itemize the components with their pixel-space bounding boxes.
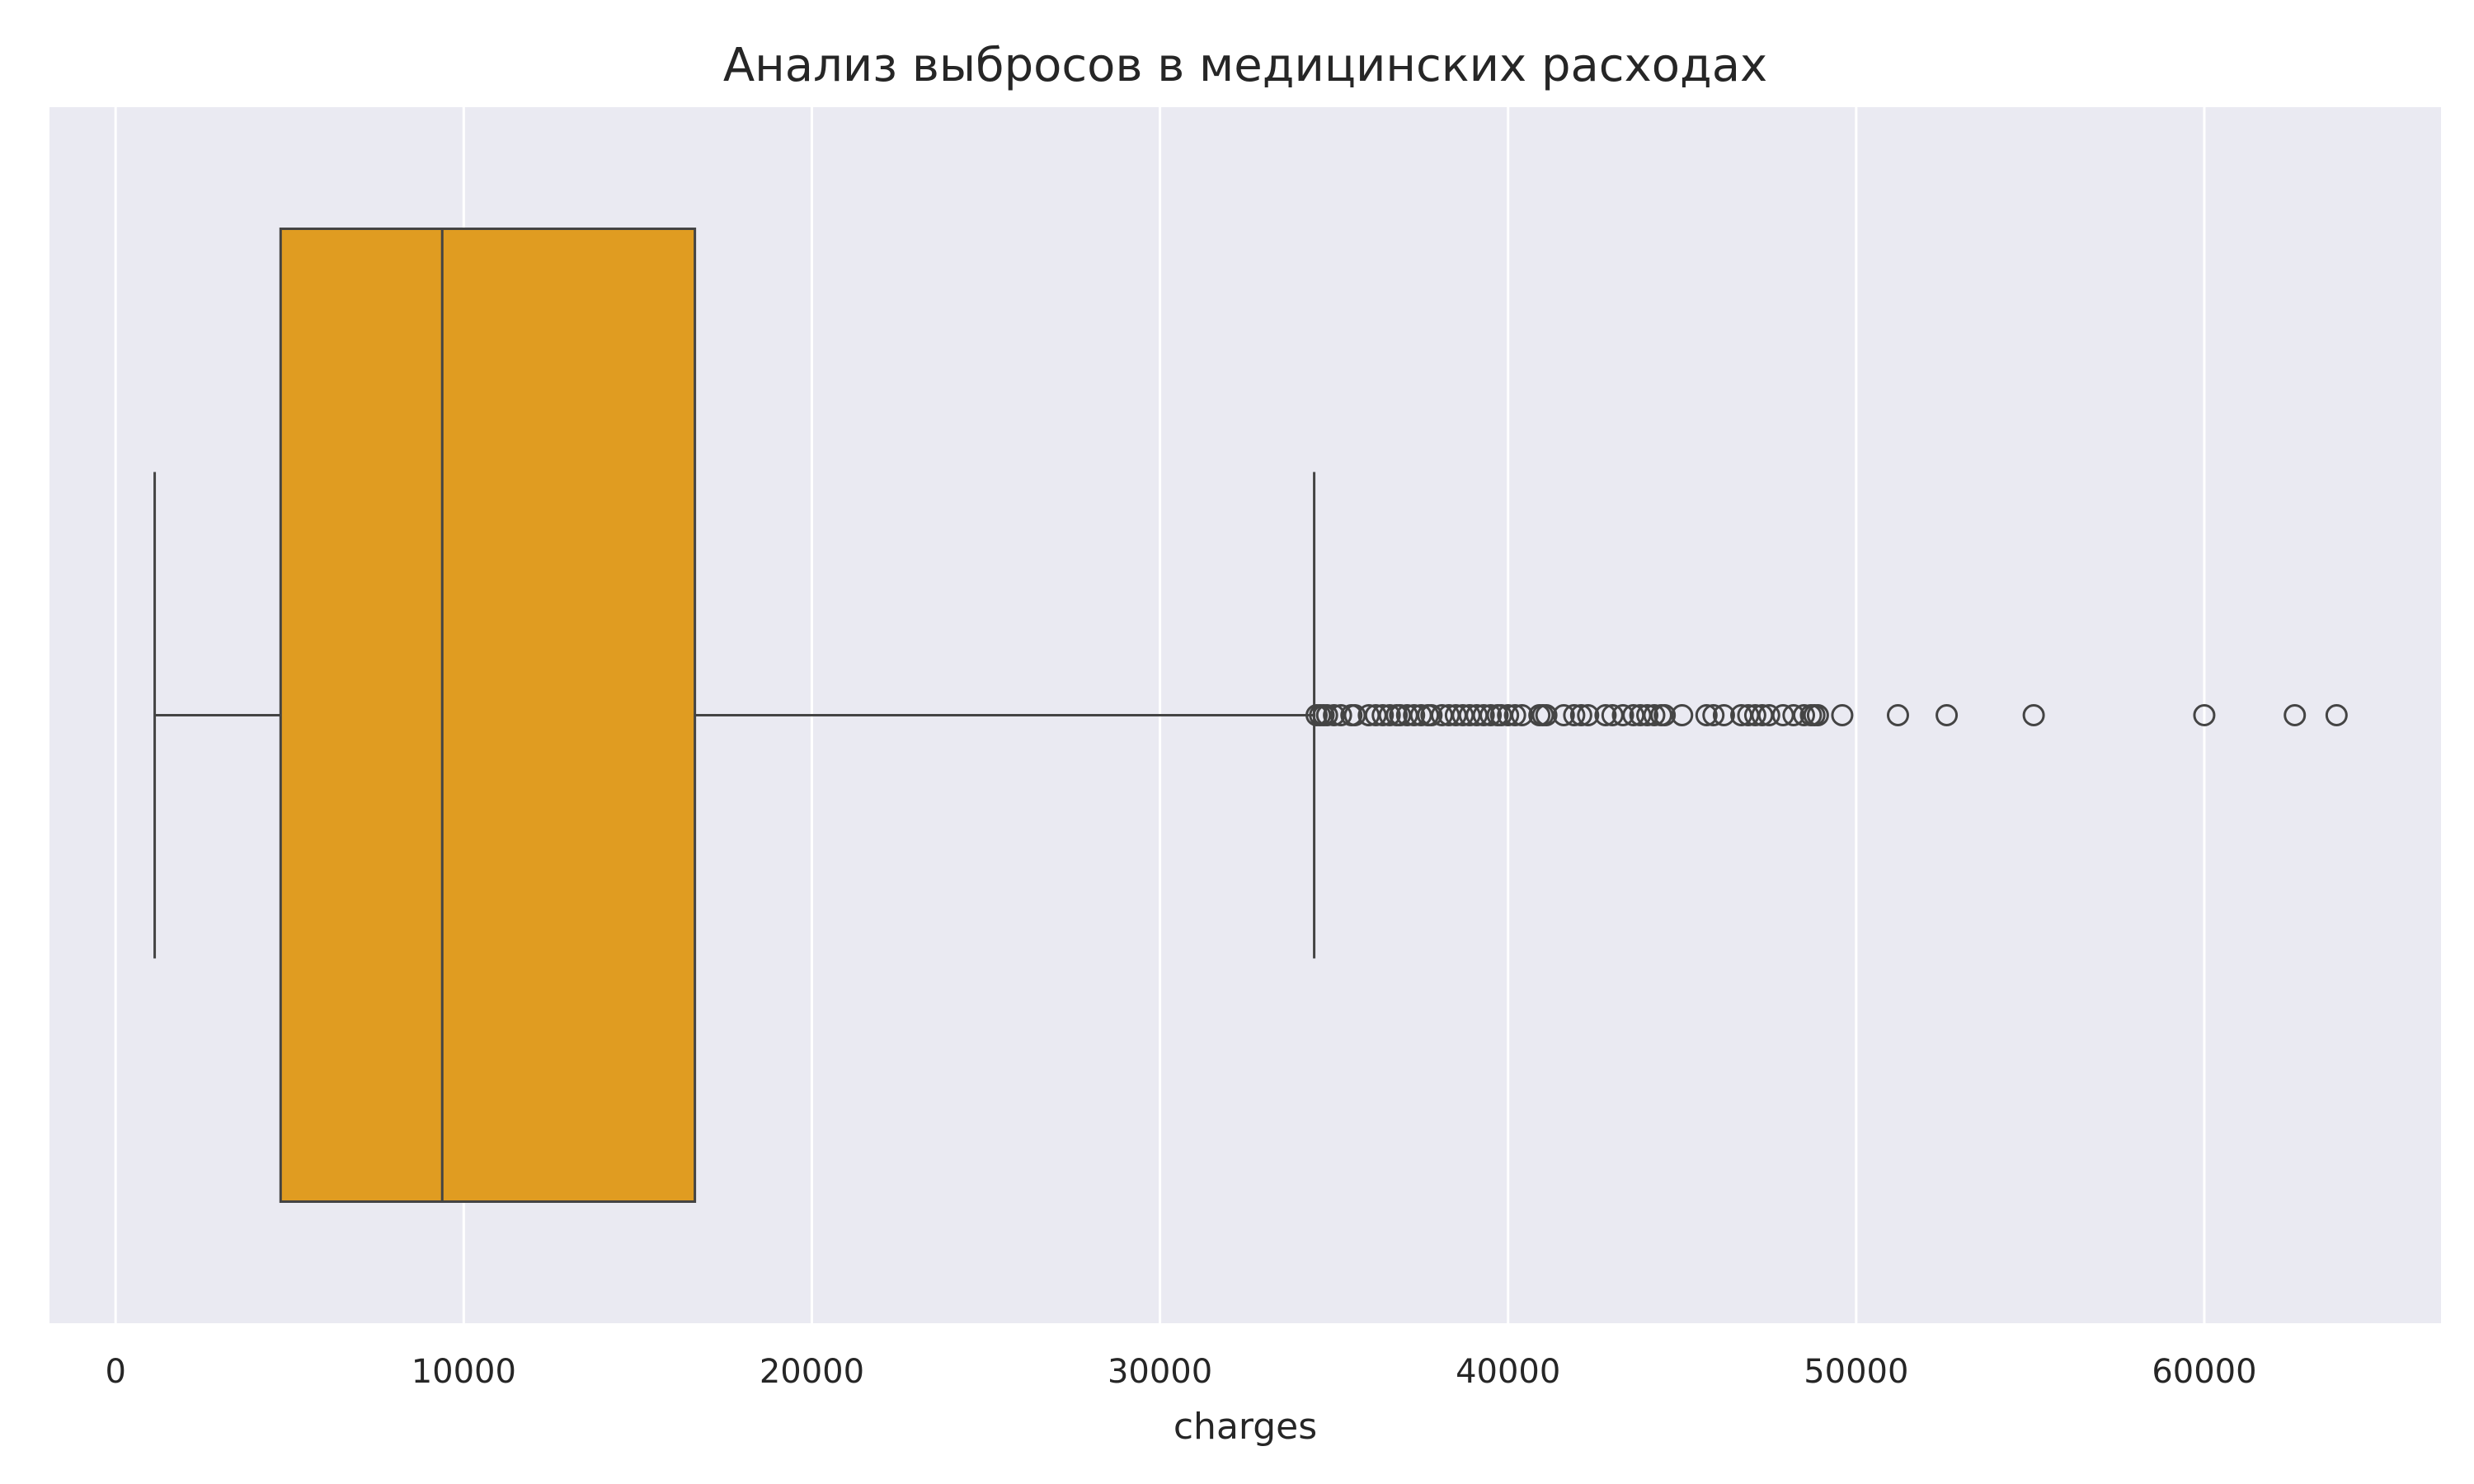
outlier-point — [1743, 704, 1766, 726]
x-tick-label: 10000 — [412, 1353, 516, 1391]
outlier-point — [1712, 704, 1735, 726]
x-tick-label: 30000 — [1108, 1353, 1212, 1391]
outlier-point — [1671, 704, 1694, 726]
outlier-point — [2325, 704, 2348, 726]
outlier-point — [1831, 704, 1854, 726]
chart-title: Анализ выбросов в медицинских расходах — [723, 39, 1767, 92]
outlier-point — [1315, 704, 1338, 726]
x-tick-label: 0 — [105, 1353, 125, 1391]
outlier-point — [1503, 704, 1526, 726]
outlier-point — [1594, 704, 1617, 726]
outlier-point — [1806, 704, 1829, 726]
outlier-point — [1371, 704, 1395, 726]
boxplot — [153, 228, 1316, 1203]
x-tick-label: 20000 — [760, 1353, 864, 1391]
outlier-point — [1552, 704, 1575, 726]
outlier-point — [1695, 704, 1718, 726]
outlier-point — [1577, 704, 1600, 726]
outlier-point — [2193, 704, 2216, 726]
outlier-point — [1643, 704, 1666, 726]
outlier-point — [1886, 704, 1909, 726]
outlier-point — [1420, 704, 1443, 726]
outlier-points — [1305, 704, 2348, 726]
outlier-point — [1479, 704, 1503, 726]
x-tick-label: 50000 — [1804, 1353, 1908, 1391]
outlier-point — [1636, 704, 1659, 726]
outlier-point — [2284, 704, 2307, 726]
x-axis-label: charges — [1174, 1406, 1317, 1448]
interquartile-box — [279, 228, 697, 1203]
outlier-point — [1378, 704, 1401, 726]
outlier-point — [1702, 704, 1725, 726]
x-tick-label: 60000 — [2152, 1353, 2256, 1391]
outlier-point — [1403, 704, 1426, 726]
x-axis-ticks: 0 10000 20000 30000 40000 50000 60000 — [105, 1353, 2256, 1391]
outlier-point — [1653, 704, 1677, 726]
outlier-point — [1935, 704, 1959, 726]
x-tick-label: 40000 — [1456, 1353, 1560, 1391]
outlier-point — [1497, 704, 1520, 726]
outlier-point — [1535, 704, 1558, 726]
outlier-point — [1611, 704, 1634, 726]
outlier-point — [2022, 704, 2045, 726]
outlier-point — [1757, 704, 1780, 726]
outlier-point — [1569, 704, 1592, 726]
outlier-point — [1329, 704, 1352, 726]
outlier-point — [1472, 704, 1495, 726]
outlier-point — [1563, 704, 1586, 726]
outlier-point — [1793, 704, 1816, 726]
